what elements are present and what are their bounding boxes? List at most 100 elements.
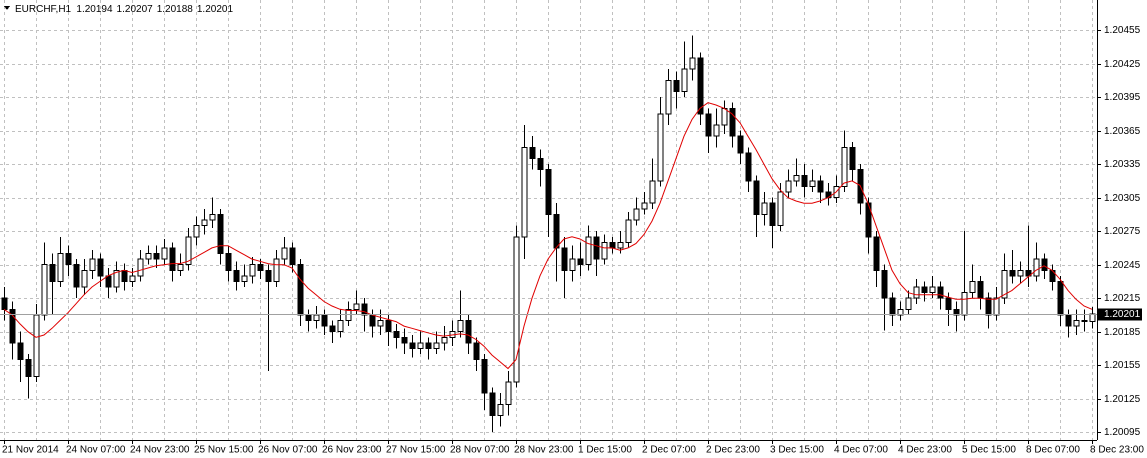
y-tick-label: 1.20365	[1104, 126, 1141, 137]
candle-body	[489, 392, 496, 416]
candle-body	[529, 146, 536, 160]
x-tick-label: 24 Nov 07:00	[66, 445, 126, 456]
y-tick-label: 1.20335	[1104, 159, 1141, 170]
candle-body	[537, 158, 544, 171]
candle-body	[57, 253, 64, 282]
candle-body	[457, 320, 464, 333]
current-price-label: 1.20201	[1104, 309, 1141, 320]
y-tick-label: 1.20425	[1104, 59, 1141, 70]
x-tick-label: 26 Nov 23:00	[322, 445, 382, 456]
candle-body	[233, 269, 240, 282]
candle-body	[921, 286, 928, 294]
candle-body	[185, 236, 192, 266]
y-tick-label: 1.20185	[1104, 327, 1141, 338]
candle-body	[545, 169, 552, 215]
candle-body	[393, 331, 400, 338]
y-tick-label: 1.20215	[1104, 293, 1141, 304]
candle-body	[73, 264, 80, 288]
candle-body	[1009, 269, 1016, 277]
candle-body	[353, 303, 360, 310]
candle-body	[145, 253, 152, 260]
candle-body	[473, 342, 480, 361]
last-open: 1.20194	[76, 4, 113, 15]
candle-body	[681, 68, 688, 93]
candle-body	[817, 180, 824, 193]
candle-body	[337, 320, 344, 333]
candle-body	[665, 79, 672, 115]
candle-body	[497, 403, 504, 416]
candle-body	[201, 219, 208, 227]
candle-body	[633, 208, 640, 221]
candles	[1, 35, 1096, 433]
candle-body	[305, 314, 312, 322]
candle-body	[81, 269, 88, 288]
candle-body	[697, 57, 704, 115]
x-tick-label: 4 Dec 23:00	[898, 445, 952, 456]
candle-body	[1, 297, 8, 310]
last-high: 1.20207	[117, 4, 154, 15]
y-tick-label: 1.20125	[1104, 394, 1141, 405]
candle-body	[209, 213, 216, 221]
header-text: EURCHF,H1 1.20194 1.20207 1.20188 1.20201	[15, 4, 233, 15]
candle-body	[113, 269, 120, 288]
candle-body	[793, 174, 800, 182]
candle-body	[849, 146, 856, 171]
candle-body	[161, 247, 168, 260]
x-tick-label: 8 Dec 23:00	[1090, 445, 1144, 456]
candle-body	[225, 253, 232, 271]
candle-body	[241, 275, 248, 282]
last-low: 1.20188	[157, 4, 194, 15]
candle-body	[409, 342, 416, 349]
candle-body	[377, 320, 384, 327]
y-tick-label: 1.20245	[1104, 260, 1141, 271]
candle-body	[1081, 320, 1088, 323]
candle-body	[753, 180, 760, 215]
candle-body	[1065, 314, 1072, 327]
candle-body	[1001, 269, 1008, 299]
candle-body	[441, 336, 448, 344]
candle-body	[153, 253, 160, 260]
candle-body	[321, 314, 328, 327]
candle-body	[905, 297, 912, 310]
candle-body	[977, 280, 984, 299]
candle-body	[801, 174, 808, 187]
candle-body	[809, 180, 816, 187]
candle-body	[401, 336, 408, 344]
candle-body	[1057, 280, 1064, 316]
candle-body	[257, 264, 264, 271]
candle-body	[433, 342, 440, 349]
candle-body	[89, 258, 96, 271]
x-tick-label: 2 Dec 07:00	[642, 445, 696, 456]
candle-body	[729, 107, 736, 137]
x-tick-label: 2 Dec 23:00	[706, 445, 760, 456]
candle-body	[217, 213, 224, 255]
candle-body	[1073, 320, 1080, 327]
candle-body	[417, 342, 424, 349]
candle-body	[17, 342, 24, 361]
candle-body	[1041, 258, 1048, 271]
candle-body	[281, 247, 288, 260]
candle-body	[97, 258, 104, 277]
candle-body	[193, 225, 200, 238]
candle-body	[41, 264, 48, 316]
candle-body	[617, 241, 624, 249]
candle-body	[961, 292, 968, 316]
y-tick-label: 1.20275	[1104, 226, 1141, 237]
x-tick-label: 24 Nov 23:00	[130, 445, 190, 456]
y-tick-label: 1.20395	[1104, 92, 1141, 103]
candle-body	[785, 180, 792, 193]
candle-body	[1089, 313, 1096, 323]
candle-body	[737, 135, 744, 154]
x-tick-label: 1 Dec 15:00	[578, 445, 632, 456]
candle-body	[929, 286, 936, 294]
chart-header: EURCHF,H1 1.20194 1.20207 1.20188 1.20201	[4, 4, 233, 15]
candle-body	[745, 152, 752, 182]
candle-body	[513, 236, 520, 383]
candle-body	[177, 264, 184, 271]
candle-body	[1017, 269, 1024, 277]
candle-body	[33, 314, 40, 377]
candle-body	[769, 202, 776, 227]
candle-body	[593, 236, 600, 260]
grid	[0, 0, 1097, 440]
